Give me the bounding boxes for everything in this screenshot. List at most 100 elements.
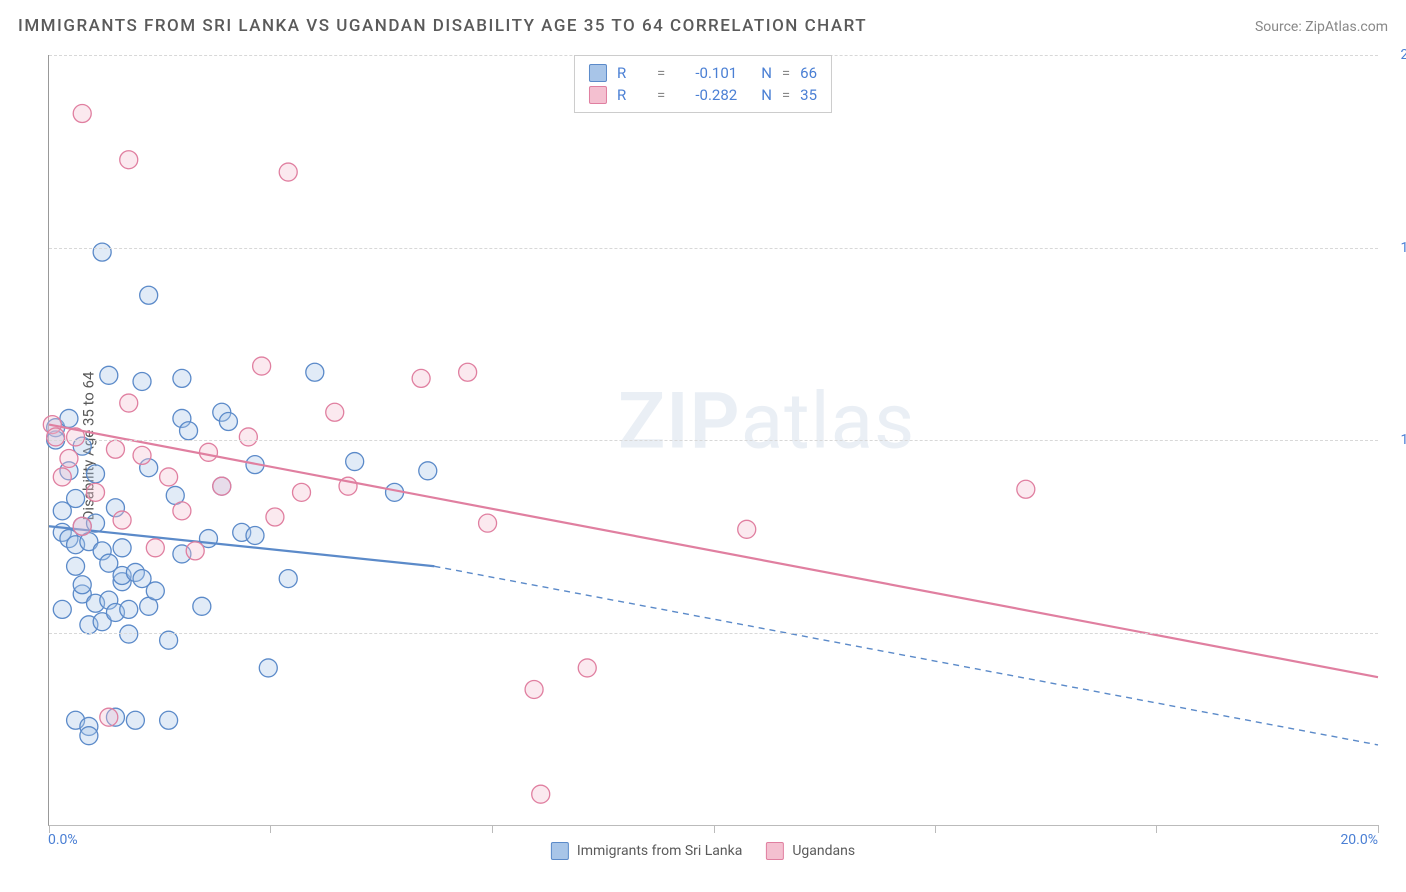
plot-area: ZIPatlas 6.3%12.5%18.8%25.0% [48, 55, 1378, 826]
source-name: ZipAtlas.com [1305, 19, 1388, 35]
data-point [67, 490, 85, 508]
stat-eq: = [782, 86, 790, 104]
data-point [346, 453, 364, 471]
data-point [326, 403, 344, 421]
data-point [126, 711, 144, 729]
data-point [246, 526, 264, 544]
stats-legend-box: R = -0.101 N = 66 R = -0.282 N = 35 [574, 55, 832, 113]
data-point [419, 462, 437, 480]
data-point [100, 366, 118, 384]
data-point [160, 468, 178, 486]
data-point [160, 631, 178, 649]
stat-n-label: N [761, 86, 772, 104]
data-point [87, 465, 105, 483]
data-point [219, 413, 237, 431]
data-point [199, 443, 217, 461]
stat-n-value: 35 [800, 86, 817, 104]
data-point [1017, 480, 1035, 498]
data-point [140, 286, 158, 304]
data-point [279, 163, 297, 181]
chart-container: IMMIGRANTS FROM SRI LANKA VS UGANDAN DIS… [0, 0, 1406, 892]
data-point [279, 570, 297, 588]
stat-r-value: -0.282 [675, 86, 737, 104]
data-point [193, 597, 211, 615]
stat-n-label: N [761, 64, 772, 82]
data-point [259, 659, 277, 677]
data-point [479, 514, 497, 532]
data-point [120, 625, 138, 643]
data-point [532, 785, 550, 803]
data-point [180, 422, 198, 440]
data-point [53, 468, 71, 486]
data-point [87, 483, 105, 501]
data-point [146, 582, 164, 600]
gridline [49, 248, 1378, 249]
data-point [173, 369, 191, 387]
bottom-legend: Immigrants from Sri Lanka Ugandans [551, 842, 855, 860]
data-point [113, 539, 131, 557]
data-point [266, 508, 284, 526]
data-point [133, 446, 151, 464]
data-point [73, 105, 91, 123]
data-point [239, 428, 257, 446]
legend-label: Ugandans [792, 843, 855, 859]
data-point [73, 517, 91, 535]
data-point [459, 363, 477, 381]
stat-n-value: 66 [800, 64, 817, 82]
data-point [80, 727, 98, 745]
stat-r-label: R [617, 64, 647, 82]
data-point [106, 440, 124, 458]
legend-swatch [589, 86, 607, 104]
legend-item: Ugandans [766, 842, 855, 860]
data-point [253, 357, 271, 375]
data-point [93, 243, 111, 261]
stat-r-label: R [617, 86, 647, 104]
legend-label: Immigrants from Sri Lanka [577, 843, 742, 859]
data-point [293, 483, 311, 501]
data-point [160, 711, 178, 729]
gridline [49, 633, 1378, 634]
data-point [120, 600, 138, 618]
data-point [113, 511, 131, 529]
x-axis-min: 0.0% [48, 832, 78, 848]
x-tick [1378, 825, 1379, 833]
stat-r-value: -0.101 [675, 64, 737, 82]
data-point [412, 369, 430, 387]
data-point [146, 539, 164, 557]
data-point [53, 600, 71, 618]
y-tick-label: 25.0% [1383, 47, 1406, 63]
legend-swatch [589, 64, 607, 82]
trend-line [49, 425, 1378, 678]
source-label: Source: [1255, 19, 1305, 35]
data-point [60, 449, 78, 467]
stat-eq: = [782, 64, 790, 82]
y-tick-label: 18.8% [1383, 240, 1406, 256]
data-point [306, 363, 324, 381]
data-point [213, 477, 231, 495]
legend-item: Immigrants from Sri Lanka [551, 842, 742, 860]
data-point [120, 151, 138, 169]
y-tick-label: 12.5% [1383, 432, 1406, 448]
data-point [120, 394, 138, 412]
chart-title: IMMIGRANTS FROM SRI LANKA VS UGANDAN DIS… [18, 16, 867, 36]
data-point [738, 520, 756, 538]
stats-row: R = -0.101 N = 66 [589, 62, 817, 84]
source-attribution: Source: ZipAtlas.com [1255, 19, 1388, 35]
x-axis-max: 20.0% [1340, 832, 1378, 848]
data-point [73, 576, 91, 594]
legend-swatch [551, 842, 569, 860]
stat-eq: = [657, 64, 665, 82]
trend-line-dashed [434, 566, 1378, 745]
data-point [186, 542, 204, 560]
data-point [525, 680, 543, 698]
gridline [49, 440, 1378, 441]
y-tick-label: 6.3% [1383, 625, 1406, 641]
data-point [67, 557, 85, 575]
header: IMMIGRANTS FROM SRI LANKA VS UGANDAN DIS… [18, 16, 1388, 36]
legend-swatch [766, 842, 784, 860]
data-point [100, 708, 118, 726]
data-point [133, 372, 151, 390]
stat-eq: = [657, 86, 665, 104]
data-point [578, 659, 596, 677]
data-point [60, 409, 78, 427]
